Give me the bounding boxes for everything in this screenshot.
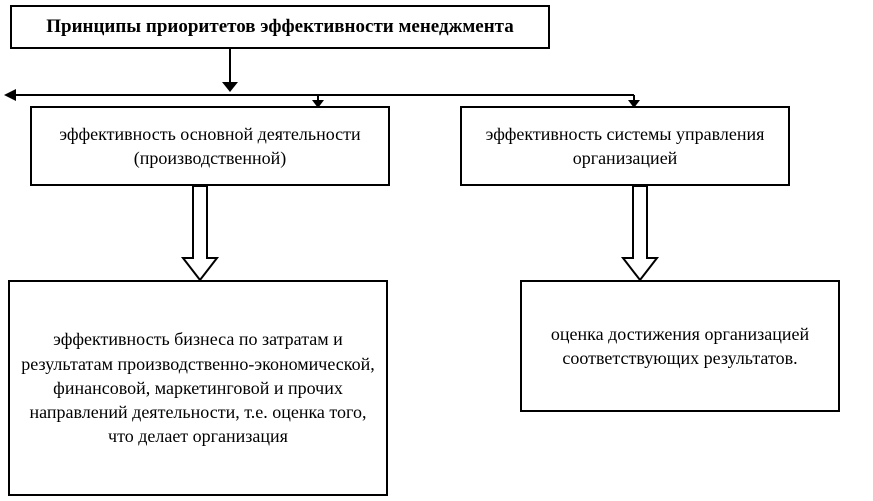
root-box: Принципы приоритетов эффективности менед… <box>10 5 550 49</box>
left-mid-box: эффективность основной деятельности (про… <box>30 106 390 186</box>
left-bottom-text: эффективность бизнеса по затратам и резу… <box>20 327 376 448</box>
left-mid-text: эффективность основной деятельности (про… <box>42 122 378 171</box>
right-bottom-box: оценка достижения организацией соответст… <box>520 280 840 412</box>
root-text: Принципы приоритетов эффективности менед… <box>46 14 514 40</box>
right-mid-text: эффективность системы управления организ… <box>472 122 778 171</box>
left-bottom-box: эффективность бизнеса по затратам и резу… <box>8 280 388 496</box>
right-mid-box: эффективность системы управления организ… <box>460 106 790 186</box>
right-bottom-text: оценка достижения организацией соответст… <box>532 322 828 371</box>
